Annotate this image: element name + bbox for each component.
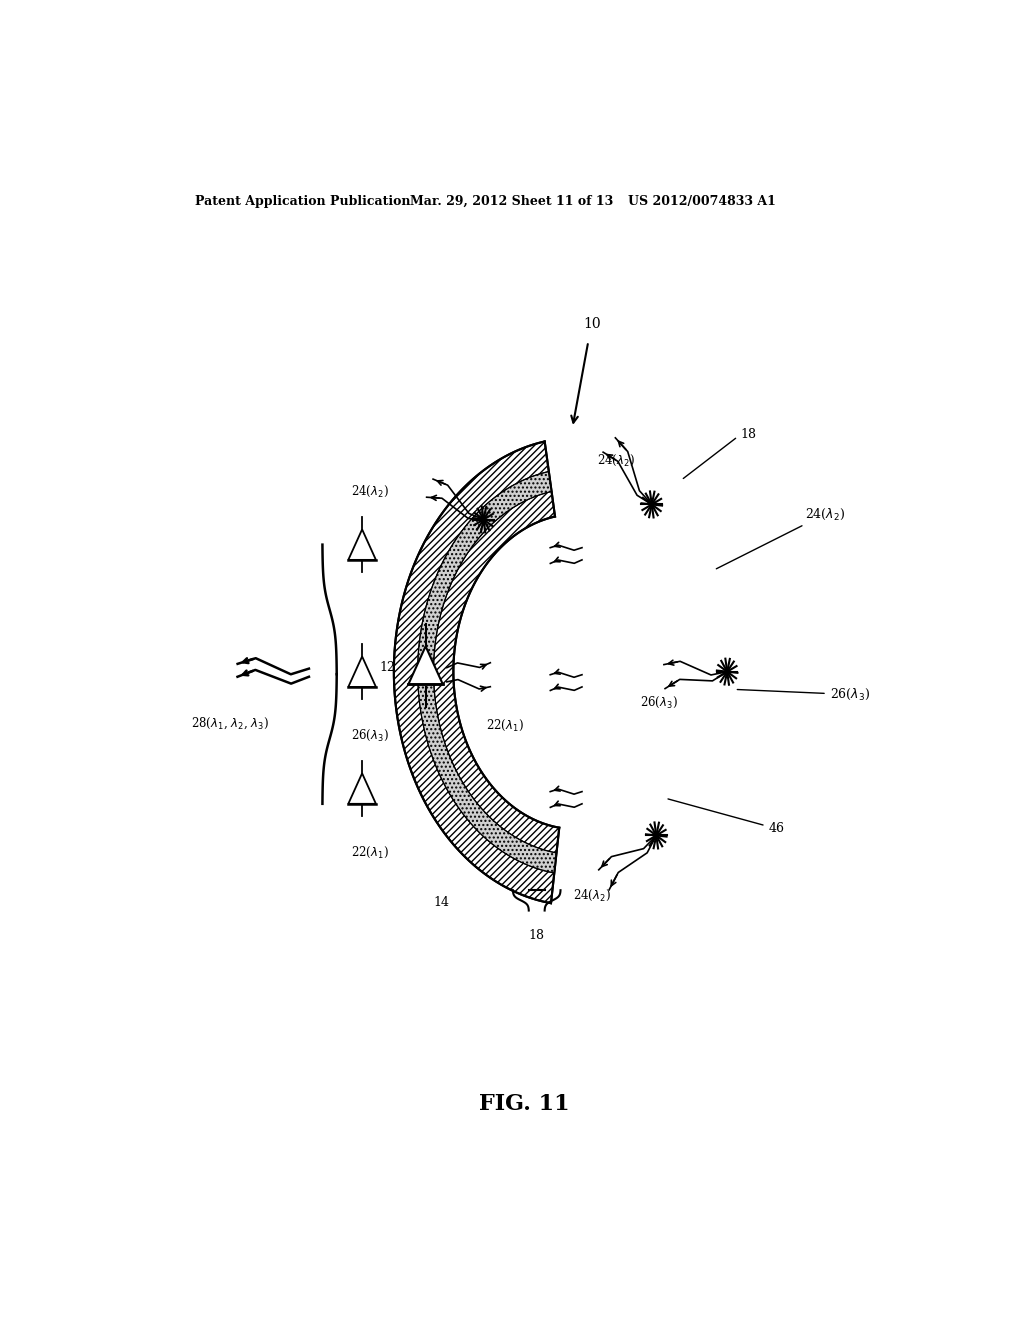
Polygon shape [348,774,376,804]
Text: 24($\lambda_2$): 24($\lambda_2$) [717,507,845,569]
Text: 26($\lambda_3$): 26($\lambda_3$) [737,686,869,702]
Text: US 2012/0074833 A1: US 2012/0074833 A1 [628,195,776,209]
Text: FIG. 11: FIG. 11 [479,1093,570,1114]
Text: 10: 10 [584,317,601,331]
Polygon shape [348,529,376,560]
Text: 28($\lambda_1$, $\lambda_2$, $\lambda_3$): 28($\lambda_1$, $\lambda_2$, $\lambda_3$… [190,715,268,731]
Polygon shape [418,471,556,873]
Text: 24($\lambda_2$): 24($\lambda_2$) [351,483,389,499]
Text: 18: 18 [528,929,545,942]
Polygon shape [348,656,376,686]
Text: 24($\lambda_2$): 24($\lambda_2$) [573,887,611,903]
Polygon shape [394,441,559,903]
Text: 24($\lambda_2$): 24($\lambda_2$) [597,453,635,467]
Text: 12: 12 [380,661,395,675]
Text: 22($\lambda_1$): 22($\lambda_1$) [351,845,389,859]
Text: 26($\lambda_3$): 26($\lambda_3$) [351,727,389,743]
Text: 46: 46 [668,799,784,836]
Text: 26($\lambda_3$): 26($\lambda_3$) [640,694,678,710]
Text: 18: 18 [683,428,757,478]
Text: 22($\lambda_1$): 22($\lambda_1$) [486,718,524,733]
Text: Patent Application Publication: Patent Application Publication [196,195,411,209]
Text: Mar. 29, 2012 Sheet 11 of 13: Mar. 29, 2012 Sheet 11 of 13 [410,195,613,209]
Polygon shape [409,647,442,684]
Text: 14: 14 [433,896,450,909]
